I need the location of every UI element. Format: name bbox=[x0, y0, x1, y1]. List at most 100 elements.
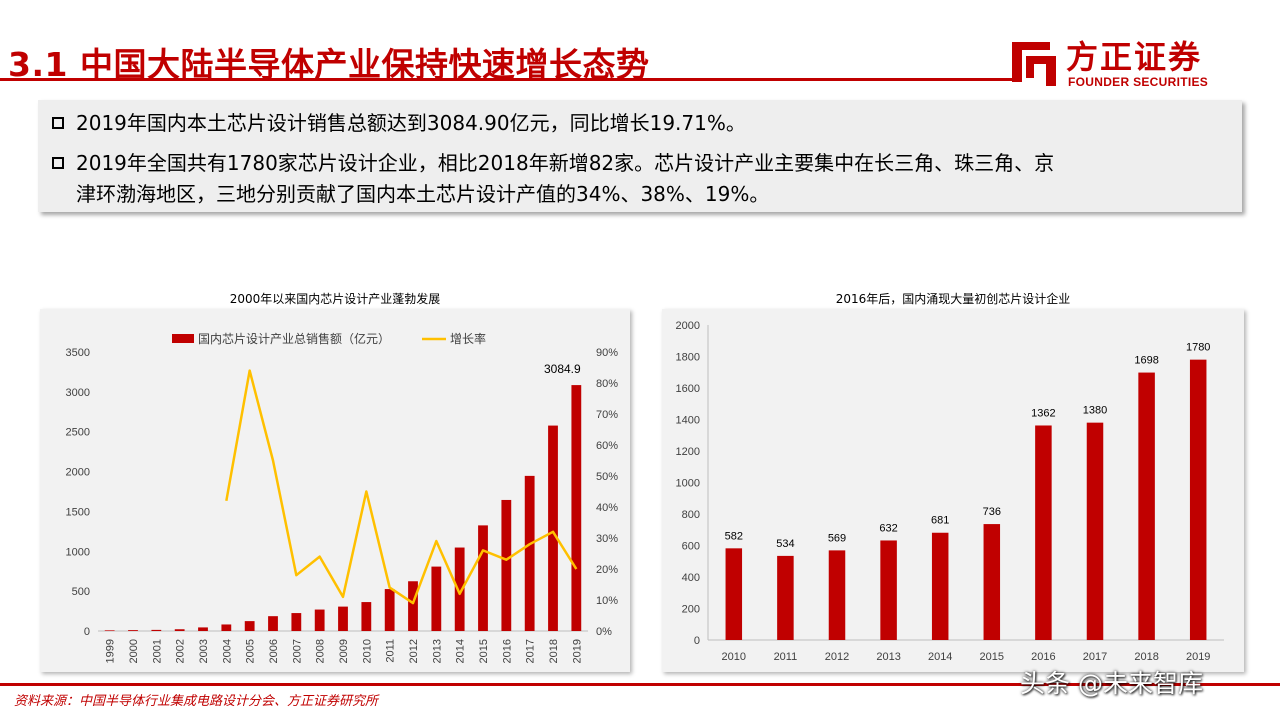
y-tick-label-right: 60% bbox=[596, 440, 618, 452]
bar bbox=[268, 616, 278, 631]
right-chart-title: 2016年后，国内涌现大量初创芯片设计企业 bbox=[835, 292, 1071, 306]
bar bbox=[454, 547, 465, 631]
y-tick-label-left: 3500 bbox=[66, 347, 90, 359]
bar bbox=[548, 425, 558, 631]
y-tick-label: 1400 bbox=[676, 415, 700, 427]
data-label: 569 bbox=[828, 532, 846, 544]
sales-growth-chart: 0 500 1000 1500 2000 2500 3000 3500 0% 10% 20% 30% 4… bbox=[66, 331, 619, 663]
source-note: 资料来源：中国半导体行业集成电路设计分会、方正证券研究所 bbox=[14, 694, 379, 709]
y-tick-label-right: 80% bbox=[596, 378, 618, 390]
bar bbox=[1035, 425, 1052, 640]
y-tick-label: 2000 bbox=[676, 320, 700, 332]
bar bbox=[725, 548, 743, 640]
y-tick-label-right: 10% bbox=[596, 595, 618, 607]
bar bbox=[828, 550, 846, 640]
x-tick-label: 2012 bbox=[825, 651, 849, 663]
title-underline bbox=[0, 78, 1020, 81]
y-tick-label: 1200 bbox=[676, 446, 700, 458]
bar bbox=[408, 581, 418, 631]
bar bbox=[931, 532, 949, 640]
data-label: 632 bbox=[879, 522, 897, 534]
x-tick-label: 2003 bbox=[198, 639, 210, 663]
data-label: 1780 bbox=[1186, 342, 1210, 354]
x-tick-label: 2005 bbox=[245, 639, 257, 663]
growth-rate-line bbox=[225, 369, 578, 605]
bar bbox=[314, 609, 325, 631]
legend-label-bar: 国内芯片设计产业总销售额（亿元） bbox=[198, 331, 390, 346]
x-tick-label: 1999 bbox=[105, 639, 117, 663]
bar bbox=[524, 475, 535, 631]
y-tick-label-right: 90% bbox=[596, 347, 618, 359]
x-tick-label: 2000 bbox=[128, 639, 140, 663]
bar bbox=[291, 613, 302, 631]
y-tick-label-right: 70% bbox=[596, 409, 618, 421]
legend-label-line: 增长率 bbox=[450, 331, 486, 346]
bullet-square-icon bbox=[52, 117, 64, 129]
left-chart-title: 2000年以来国内芯片设计产业蓬勃发展 bbox=[229, 292, 441, 306]
x-tick-label: 2011 bbox=[385, 639, 397, 663]
y-tick-label: 800 bbox=[682, 509, 700, 521]
x-tick-label: 2016 bbox=[501, 639, 513, 663]
y-tick-label-right: 40% bbox=[596, 502, 618, 514]
x-tick-label: 2016 bbox=[1031, 651, 1055, 663]
y-tick-label-left: 2000 bbox=[66, 467, 90, 479]
page-title: 3.1 中国大陆半导体产业保持快速增长态势 bbox=[8, 45, 650, 84]
data-label: 534 bbox=[776, 538, 794, 550]
x-tick-label: 2013 bbox=[431, 639, 443, 663]
y-tick-label-right: 50% bbox=[596, 471, 618, 483]
bar bbox=[431, 566, 442, 631]
company-count-chart: 0 200 400 600 800 1000 1200 1400 1600 1800 2000 582… bbox=[676, 320, 1224, 663]
y-tick-label-right: 0% bbox=[596, 626, 612, 638]
y-tick-label-left: 1000 bbox=[66, 546, 90, 558]
bar bbox=[384, 589, 395, 631]
y-tick-label: 200 bbox=[682, 604, 700, 616]
summary-bullet: 2019年全国共有1780家芯片设计企业，相比2018年新增82家。芯片设计产业… bbox=[52, 148, 1054, 210]
x-tick-label: 2002 bbox=[175, 639, 187, 663]
bar bbox=[104, 630, 115, 631]
x-tick-label: 2019 bbox=[571, 639, 583, 663]
bar bbox=[1189, 359, 1207, 640]
summary-bullet: 2019年国内本土芯片设计销售总额达到3084.90亿元，同比增长19.71%。 bbox=[52, 108, 746, 139]
x-tick-label: 2001 bbox=[151, 639, 163, 663]
bar bbox=[1138, 372, 1155, 640]
logo-text-en: FOUNDER SECURITIES bbox=[1068, 75, 1209, 89]
x-tick-label: 2018 bbox=[1134, 651, 1158, 663]
x-tick-label: 2017 bbox=[1083, 651, 1107, 663]
bar bbox=[777, 555, 794, 640]
y-tick-label-left: 3000 bbox=[66, 387, 90, 399]
y-tick-label-left: 500 bbox=[72, 586, 90, 598]
x-tick-label: 2015 bbox=[980, 651, 1004, 663]
bar bbox=[174, 629, 185, 631]
summary-box: 2019年国内本土芯片设计销售总额达到3084.90亿元，同比增长19.71%。… bbox=[38, 100, 1242, 212]
x-tick-label: 2008 bbox=[315, 639, 327, 663]
summary-bullet-text: 2019年国内本土芯片设计销售总额达到3084.90亿元，同比增长19.71%。 bbox=[76, 111, 746, 135]
bar bbox=[338, 606, 348, 631]
data-label: 3084.9 bbox=[544, 362, 581, 376]
x-tick-label: 2010 bbox=[722, 651, 746, 663]
x-tick-label: 2014 bbox=[455, 639, 467, 663]
bar bbox=[501, 499, 512, 631]
bar bbox=[361, 602, 372, 631]
x-tick-label: 2019 bbox=[1186, 651, 1210, 663]
bar bbox=[1086, 422, 1104, 640]
data-label: 582 bbox=[725, 530, 743, 542]
data-label: 681 bbox=[931, 515, 949, 527]
x-tick-label: 2012 bbox=[408, 639, 420, 663]
x-tick-label: 2017 bbox=[525, 639, 537, 663]
y-tick-label: 1600 bbox=[676, 383, 700, 395]
bar bbox=[221, 624, 232, 631]
logo-text-cn: 方正证券 bbox=[1066, 38, 1203, 76]
x-tick-label: 2013 bbox=[876, 651, 900, 663]
bar bbox=[571, 385, 582, 631]
footer-rule bbox=[0, 683, 1280, 686]
data-label: 736 bbox=[983, 506, 1001, 518]
x-tick-label: 2018 bbox=[548, 639, 560, 663]
bar bbox=[880, 540, 897, 640]
bar bbox=[478, 525, 488, 631]
x-tick-label: 2009 bbox=[338, 639, 350, 663]
y-tick-label: 1000 bbox=[676, 478, 700, 490]
bar bbox=[128, 630, 138, 631]
x-tick-label: 2007 bbox=[291, 639, 303, 663]
bar bbox=[244, 621, 255, 631]
y-tick-label-right: 30% bbox=[596, 533, 618, 545]
